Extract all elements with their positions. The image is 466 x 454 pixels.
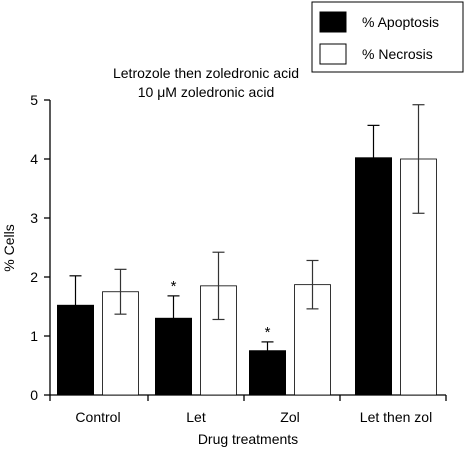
legend-swatch (319, 11, 347, 33)
plot-area: 0 1 2 3 4 5 Control Let Zol Let then zol * * (30, 92, 447, 425)
y-tick-label: 1 (30, 328, 38, 344)
chart-subtitle: 10 μM zoledronic acid (138, 84, 274, 100)
chart-title: Letrozole then zoledronic acid (113, 65, 299, 81)
x-tick-label: Let (186, 409, 206, 425)
y-tick-label: 4 (30, 151, 38, 167)
bar (355, 157, 392, 396)
legend: % Apoptosis % Necrosis (311, 1, 464, 73)
x-tick-label: Control (75, 409, 120, 425)
y-tick-label: 2 (30, 269, 38, 285)
y-tick-label: 0 (30, 387, 38, 403)
y-axis-label: % Cells (1, 224, 17, 271)
y-tick-label: 3 (30, 210, 38, 226)
x-axis-label: Drug treatments (198, 431, 298, 447)
legend-label: % Apoptosis (362, 14, 439, 30)
significance-marker: * (171, 278, 177, 295)
x-tick-label: Zol (280, 409, 299, 425)
legend-swatch (319, 43, 347, 65)
bar (57, 304, 94, 396)
significance-marker: * (265, 324, 271, 341)
legend-label: % Necrosis (362, 46, 433, 62)
x-tick-label: Let then zol (360, 409, 432, 425)
y-tick-label: 5 (30, 92, 38, 108)
